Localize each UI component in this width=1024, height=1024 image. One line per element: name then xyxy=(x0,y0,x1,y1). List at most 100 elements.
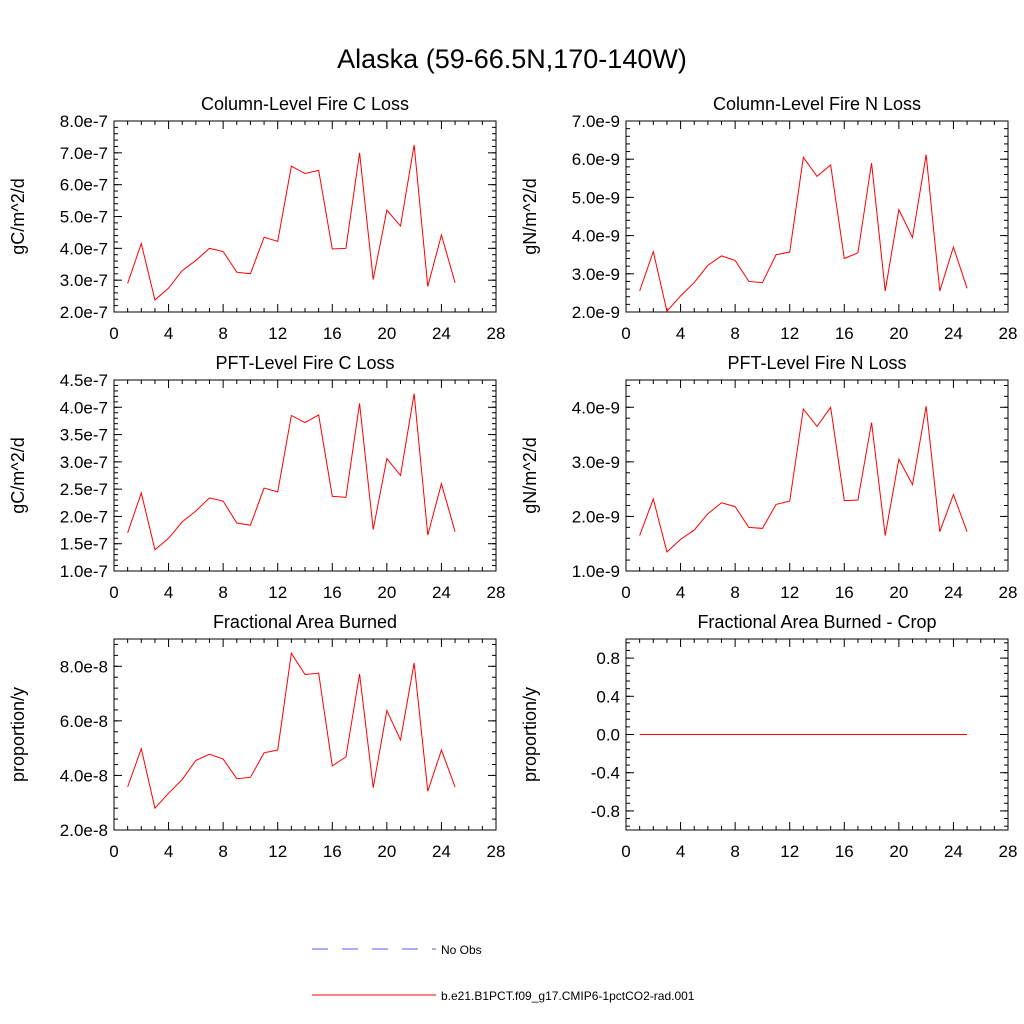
y-tick-label: 4.0e-9 xyxy=(572,227,620,246)
y-tick-label: 3.0e-9 xyxy=(572,453,620,472)
y-tick-label: 8.0e-8 xyxy=(60,657,108,676)
y-tick-label: 4.0e-7 xyxy=(60,398,108,417)
series-line xyxy=(127,393,456,551)
x-tick-label: 4 xyxy=(676,324,685,343)
x-tick-label: 0 xyxy=(109,324,118,343)
series-line xyxy=(639,405,968,553)
panel-title: Column-Level Fire C Loss xyxy=(201,94,409,114)
y-tick-label: 4.0e-8 xyxy=(60,766,108,785)
y-tick-label: 1.0e-9 xyxy=(572,562,620,581)
x-tick-label: 28 xyxy=(999,583,1018,602)
y-tick-label: 5.0e-7 xyxy=(60,208,108,227)
y-axis-label: gC/m^2/d xyxy=(8,178,28,254)
chart-panel: PFT-Level Fire N Loss gN/m^2/d 0 4 8 12 16 20 24… xyxy=(520,353,1017,602)
x-tick-label: 28 xyxy=(999,842,1018,861)
y-tick-label: 0.0 xyxy=(596,726,620,745)
panel-title: Fractional Area Burned - Crop xyxy=(697,612,936,632)
x-tick-label: 16 xyxy=(323,583,342,602)
plot-frame xyxy=(113,120,497,313)
y-tick-label: 2.0e-7 xyxy=(60,303,108,322)
y-tick-label: 6.0e-9 xyxy=(572,150,620,169)
y-tick-label: -0.4 xyxy=(591,764,620,783)
x-tick-label: 24 xyxy=(432,583,451,602)
y-axis-label: gC/m^2/d xyxy=(8,437,28,513)
plot-frame xyxy=(113,379,497,572)
panel-title: PFT-Level Fire C Loss xyxy=(215,353,394,373)
legend-label-no-obs: No Obs xyxy=(441,943,482,957)
legend-label-run: b.e21.B1PCT.f09_g17.CMIP6-1pctCO2-rad.00… xyxy=(441,989,695,1003)
x-tick-label: 12 xyxy=(268,583,287,602)
panel-title: Column-Level Fire N Loss xyxy=(713,94,921,114)
x-tick-label: 0 xyxy=(109,842,118,861)
x-tick-label: 0 xyxy=(621,583,630,602)
x-tick-label: 24 xyxy=(944,583,963,602)
y-tick-label: 3.5e-7 xyxy=(60,426,108,445)
figure-title: Alaska (59-66.5N,170-140W) xyxy=(337,44,687,74)
y-tick-label: 8.0e-7 xyxy=(60,112,108,131)
x-tick-label: 20 xyxy=(377,842,396,861)
x-tick-label: 12 xyxy=(780,842,799,861)
chart-panel: Column-Level Fire C Loss gC/m^2/d 0 4 8 12 16 2… xyxy=(8,94,505,343)
x-tick-label: 28 xyxy=(487,842,506,861)
x-tick-label: 16 xyxy=(835,842,854,861)
x-tick-label: 28 xyxy=(487,583,506,602)
x-tick-label: 4 xyxy=(164,842,173,861)
x-tick-label: 12 xyxy=(268,842,287,861)
y-tick-label: 1.0e-7 xyxy=(60,562,108,581)
plot-frame xyxy=(625,120,1009,313)
x-tick-label: 28 xyxy=(999,324,1018,343)
y-tick-label: 5.0e-9 xyxy=(572,188,620,207)
x-tick-label: 0 xyxy=(621,324,630,343)
chart-panel: PFT-Level Fire C Loss gC/m^2/d 0 4 8 12 16 20 24… xyxy=(8,353,505,602)
x-tick-label: 24 xyxy=(944,324,963,343)
y-axis-label: gN/m^2/d xyxy=(520,437,540,513)
panel-title: PFT-Level Fire N Loss xyxy=(727,353,906,373)
chart-panel: Fractional Area Burned proportion/y 0 4 8 12 1… xyxy=(8,612,505,861)
x-tick-label: 16 xyxy=(835,583,854,602)
x-tick-label: 0 xyxy=(109,583,118,602)
legend: No Obs b.e21.B1PCT.f09_g17.CMIP6-1pctCO2-… xyxy=(312,943,695,1003)
chart-panel: Column-Level Fire N Loss gN/m^2/d 0 4 8 12 16 2… xyxy=(520,94,1017,343)
series-line xyxy=(127,144,456,301)
x-tick-label: 8 xyxy=(730,842,739,861)
x-tick-label: 4 xyxy=(676,583,685,602)
y-axis-label: proportion/y xyxy=(8,687,28,782)
x-tick-label: 20 xyxy=(889,324,908,343)
x-tick-label: 16 xyxy=(835,324,854,343)
y-tick-label: 4.5e-7 xyxy=(60,371,108,390)
y-tick-label: 2.0e-8 xyxy=(60,821,108,840)
x-tick-label: 0 xyxy=(621,842,630,861)
x-tick-label: 8 xyxy=(218,842,227,861)
y-tick-label: 0.8 xyxy=(596,649,620,668)
y-tick-label: 7.0e-7 xyxy=(60,144,108,163)
x-tick-label: 24 xyxy=(432,842,451,861)
x-tick-label: 12 xyxy=(268,324,287,343)
y-tick-label: 6.0e-7 xyxy=(60,176,108,195)
y-tick-label: 3.0e-7 xyxy=(60,271,108,290)
chart-panel: Fractional Area Burned - Crop proportion/… xyxy=(520,612,1017,861)
y-axis-label: proportion/y xyxy=(520,687,540,782)
x-tick-label: 4 xyxy=(164,583,173,602)
x-tick-label: 20 xyxy=(889,842,908,861)
y-tick-label: 2.5e-7 xyxy=(60,480,108,499)
plot-frame xyxy=(625,379,1009,572)
x-tick-label: 4 xyxy=(164,324,173,343)
y-tick-label: 4.0e-9 xyxy=(572,398,620,417)
panel-title: Fractional Area Burned xyxy=(213,612,397,632)
y-tick-label: 3.0e-7 xyxy=(60,453,108,472)
x-tick-label: 28 xyxy=(487,324,506,343)
x-tick-label: 8 xyxy=(218,583,227,602)
x-tick-label: 20 xyxy=(377,324,396,343)
x-tick-label: 4 xyxy=(676,842,685,861)
x-tick-label: 24 xyxy=(944,842,963,861)
x-tick-label: 12 xyxy=(780,583,799,602)
x-tick-label: 8 xyxy=(218,324,227,343)
y-tick-label: 6.0e-8 xyxy=(60,712,108,731)
y-tick-label: 1.5e-7 xyxy=(60,535,108,554)
x-tick-label: 20 xyxy=(889,583,908,602)
x-tick-label: 24 xyxy=(432,324,451,343)
y-tick-label: -0.8 xyxy=(591,802,620,821)
y-tick-label: 2.0e-7 xyxy=(60,507,108,526)
x-tick-label: 12 xyxy=(780,324,799,343)
